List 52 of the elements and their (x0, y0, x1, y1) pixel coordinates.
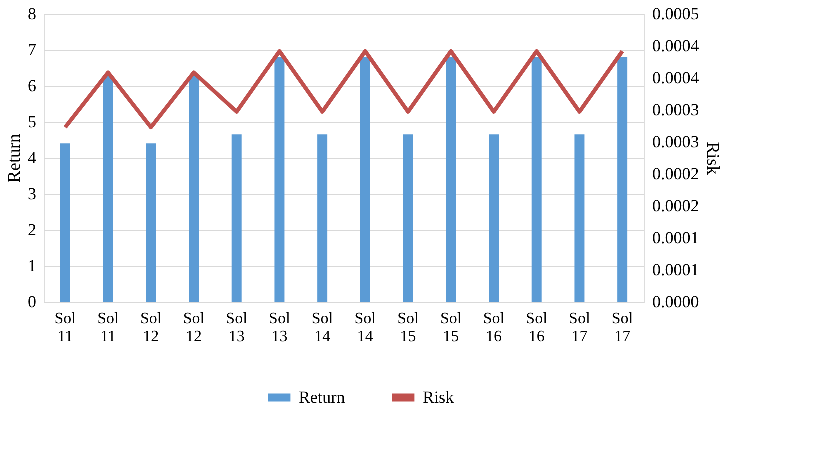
y-tick-label: 0 (28, 292, 36, 312)
y-tick-label: 6 (28, 76, 36, 96)
bar (446, 57, 456, 302)
y2-tick-label: 0.0002 (652, 164, 700, 184)
y-tick-label: 5 (28, 112, 36, 132)
bar (232, 134, 242, 302)
bar (489, 134, 499, 302)
bar (318, 134, 328, 302)
x-tick-label: Sol 12 (183, 310, 206, 346)
x-tick-label: Sol 14 (354, 310, 377, 346)
y2-tick-label: 0.0004 (652, 68, 700, 88)
x-tick-label: Sol 17 (569, 310, 591, 346)
bar (103, 75, 114, 302)
y2-tick-label: 0.0003 (652, 100, 700, 120)
y-tick-label: 8 (28, 4, 36, 24)
x-tick-label: Sol 15 (398, 310, 420, 346)
x-tick-label: Sol 13 (269, 310, 291, 346)
x-tick-label: Sol 14 (312, 310, 334, 346)
line-series (63, 49, 625, 130)
x-tick-label: Sol 16 (483, 310, 506, 346)
bar (574, 134, 585, 302)
y2-tick-label: 0.0004 (652, 36, 700, 56)
y-tick-label: 3 (28, 184, 36, 204)
y-axis-title: Return (4, 134, 24, 183)
bar (60, 144, 70, 302)
bar (532, 57, 542, 302)
x-tick-label: Sol 12 (140, 310, 162, 346)
y2-tick-label: 0.0005 (652, 4, 700, 24)
bar (360, 57, 370, 302)
y2-tick-label: 0.0003 (652, 132, 700, 152)
bar (403, 134, 414, 302)
legend-label: Risk (423, 388, 455, 407)
legend-label: Return (299, 388, 346, 407)
bar (146, 144, 156, 302)
bar (189, 75, 199, 302)
x-tick-label: Sol 11 (98, 310, 120, 346)
y2-tick-label: 0.0001 (652, 228, 700, 248)
x-tick-label: Sol 15 (440, 310, 462, 346)
x-tick-label: Sol 11 (54, 310, 77, 346)
x-tick-label: Sol 16 (526, 310, 548, 346)
y-tick-label: 7 (28, 40, 37, 60)
bar (274, 57, 285, 302)
bar (618, 57, 628, 302)
x-tick-label: Sol 17 (612, 310, 634, 346)
y-tick-label: 4 (28, 148, 37, 168)
y2-tick-label: 0.0001 (652, 260, 700, 280)
y-tick-label: 1 (28, 256, 36, 276)
y2-tick-label: 0.0002 (652, 196, 700, 216)
y2-tick-label: 0.0000 (652, 292, 700, 312)
y-tick-label: 2 (28, 220, 36, 240)
y2-axis-title: Risk (703, 142, 724, 176)
x-tick-label: Sol 13 (226, 310, 248, 346)
